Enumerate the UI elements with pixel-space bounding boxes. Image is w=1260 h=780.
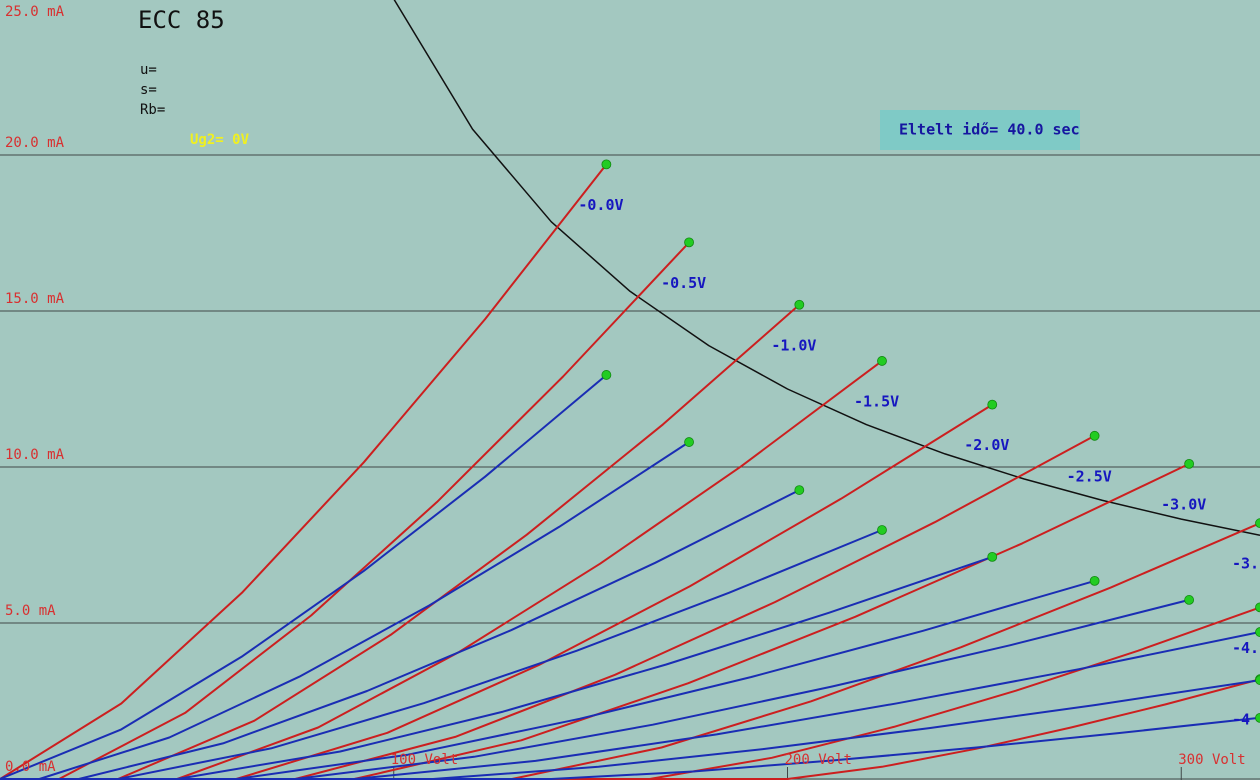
curve-label: -1.5V — [854, 392, 899, 410]
end-marker — [1255, 518, 1260, 529]
end-marker — [1089, 430, 1100, 441]
end-marker — [877, 525, 887, 535]
curve-label: -3. — [1232, 555, 1259, 573]
curve-label: -4 — [1232, 711, 1250, 729]
end-marker — [794, 299, 805, 310]
y-tick-label: 0.0 mA — [5, 759, 56, 775]
curve-label: -0.5V — [661, 274, 706, 292]
chart-title: ECC 85 — [138, 6, 225, 34]
x-tick-label: 100 Volt — [391, 752, 458, 768]
timer-box — [880, 110, 1080, 150]
y-tick-label: 25.0 mA — [5, 4, 65, 20]
end-marker — [1255, 675, 1260, 685]
end-marker — [1255, 712, 1260, 723]
end-marker — [987, 551, 998, 562]
curve — [0, 163, 608, 780]
ug2-label: Ug2= 0V — [190, 132, 250, 148]
timer-text: Eltelt idő= 40.0 sec — [899, 121, 1080, 139]
y-tick-label: 15.0 mA — [5, 291, 65, 307]
end-marker — [1089, 575, 1100, 586]
end-marker — [601, 159, 612, 170]
curve — [0, 678, 1260, 780]
end-marker — [1184, 458, 1195, 469]
curve-label: -3.0V — [1161, 495, 1206, 513]
y-tick-label: 10.0 mA — [5, 447, 65, 463]
load-curve — [393, 0, 1260, 537]
curve-label: -0.0V — [578, 196, 623, 214]
end-marker — [794, 485, 805, 495]
end-marker — [987, 399, 998, 410]
end-marker — [601, 370, 612, 380]
y-tick-label: 5.0 mA — [5, 603, 56, 619]
curve-label: -4. — [1232, 639, 1259, 657]
end-marker — [1255, 627, 1260, 637]
x-tick-label: 300 Volt — [1178, 752, 1245, 768]
curve — [0, 716, 1260, 780]
info-line: u= — [140, 62, 157, 78]
end-marker — [1255, 602, 1260, 613]
end-marker — [1184, 595, 1195, 605]
curve-label: -1.0V — [771, 336, 816, 354]
curve-label: -2.0V — [964, 436, 1009, 454]
end-marker — [877, 356, 887, 366]
curve — [0, 374, 608, 780]
curve-label: -2.5V — [1067, 467, 1112, 485]
info-line: s= — [140, 82, 157, 98]
info-line: Rb= — [140, 102, 165, 118]
y-tick-label: 20.0 mA — [5, 135, 65, 151]
end-marker — [684, 237, 694, 248]
end-marker — [684, 437, 694, 447]
x-tick-label: 200 Volt — [785, 752, 852, 768]
